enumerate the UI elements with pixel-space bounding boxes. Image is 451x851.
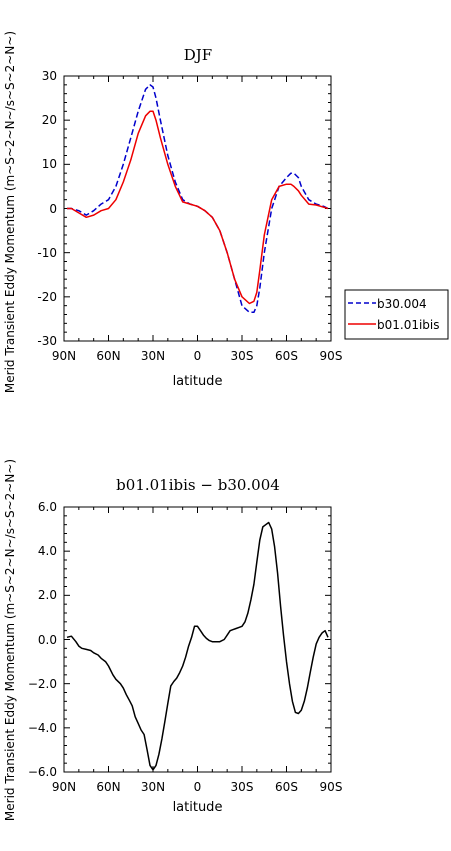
plot-frame [63, 75, 332, 342]
y-tick-label: 0.0 [38, 633, 57, 647]
legend-box [344, 289, 449, 340]
plot-frame [63, 506, 332, 773]
panel-difference: b01.01ibis − b30.004 Merid Transient Edd… [3, 459, 342, 821]
y-tick-label: −2.0 [28, 677, 57, 691]
axis-ticks [63, 506, 332, 773]
x-tick-label: 30N [141, 780, 165, 794]
series-group [66, 521, 329, 771]
x-tick-label: 0 [194, 780, 202, 794]
y-tick-label: -30 [37, 334, 57, 348]
series-group [67, 84, 329, 314]
x-tick-labels: 90N 60N 30N 0 30S 60S 90S [52, 349, 343, 363]
panel-djf: DJF Merid Transient Eddy Momentum (m~S~2… [3, 31, 449, 393]
series-line-difference [66, 521, 329, 771]
y-tick-label: 4.0 [38, 544, 57, 558]
axis-ticks [63, 75, 332, 342]
y-tick-label: 2.0 [38, 588, 57, 602]
y-tick-label: -20 [37, 290, 57, 304]
x-tick-label: 90S [320, 349, 343, 363]
y-tick-label: −6.0 [28, 765, 57, 779]
chart-title: b01.01ibis − b30.004 [116, 476, 280, 494]
series-line-b01-01ibis [67, 110, 329, 305]
x-axis-label: latitude [173, 374, 223, 389]
x-tick-labels: 90N 60N 30N 0 30S 60S 90S [52, 780, 343, 794]
y-axis-label: Merid Transient Eddy Momentum (m~S~2~N~/… [3, 459, 17, 821]
x-axis-label: latitude [173, 800, 223, 815]
series-line-b30-004 [67, 84, 329, 314]
x-tick-label: 60S [275, 780, 298, 794]
x-tick-label: 30S [231, 780, 254, 794]
x-tick-label: 90S [320, 780, 343, 794]
x-tick-label: 90N [52, 349, 76, 363]
legend-label: b30.004 [377, 297, 427, 311]
x-tick-label: 30S [231, 349, 254, 363]
y-tick-label: 20 [42, 113, 57, 127]
y-tick-label: 6.0 [38, 500, 57, 514]
y-tick-labels: 6.0 4.0 2.0 0.0 −2.0 −4.0 −6.0 [28, 500, 57, 779]
x-tick-label: 60N [96, 349, 120, 363]
x-tick-label: 30N [141, 349, 165, 363]
x-tick-label: 60S [275, 349, 298, 363]
x-tick-label: 0 [194, 349, 202, 363]
legend: b30.004 b01.01ibis [344, 289, 449, 340]
x-tick-label: 90N [52, 780, 76, 794]
y-tick-label: 30 [42, 69, 57, 83]
y-axis-label: Merid Transient Eddy Momentum (m~S~2~N~/… [3, 31, 17, 393]
y-tick-labels: 30 20 10 0 -10 -20 -30 [37, 69, 57, 348]
chart-title: DJF [184, 46, 212, 64]
y-tick-label: −4.0 [28, 721, 57, 735]
legend-label: b01.01ibis [377, 318, 440, 332]
y-tick-label: -10 [37, 246, 57, 260]
y-tick-label: 10 [42, 157, 57, 171]
x-tick-label: 60N [96, 780, 120, 794]
y-tick-label: 0 [49, 202, 57, 216]
